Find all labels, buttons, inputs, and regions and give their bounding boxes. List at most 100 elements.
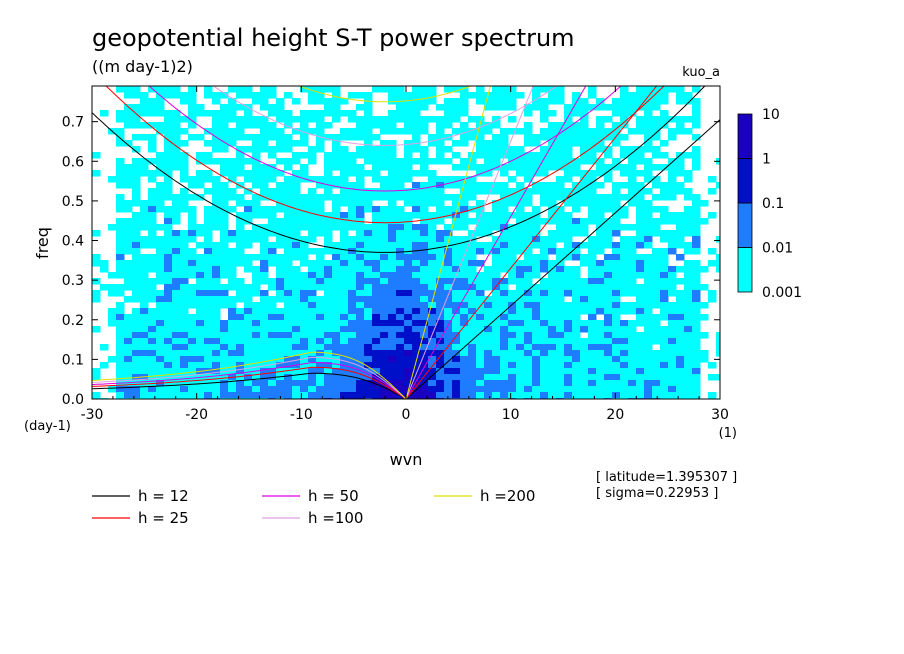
power-cell bbox=[612, 200, 621, 207]
kelvin-wave-curve bbox=[405, 119, 720, 399]
power-cell bbox=[316, 116, 325, 123]
power-cell bbox=[244, 386, 253, 393]
power-cell bbox=[420, 320, 429, 327]
power-cell bbox=[460, 134, 469, 141]
power-cell bbox=[332, 284, 341, 291]
power-cell bbox=[356, 314, 365, 321]
power-cell bbox=[404, 188, 413, 195]
power-cell bbox=[572, 308, 581, 315]
power-cell bbox=[308, 344, 317, 351]
power-cell bbox=[316, 362, 325, 369]
power-cell bbox=[604, 254, 613, 261]
kelvin-wave-curve bbox=[405, 86, 587, 399]
power-cell bbox=[396, 266, 405, 273]
power-cell bbox=[572, 362, 581, 369]
power-cell bbox=[188, 392, 197, 399]
power-cell bbox=[388, 92, 397, 99]
power-cell bbox=[532, 182, 541, 189]
power-cell bbox=[556, 122, 565, 129]
power-cell bbox=[604, 356, 613, 363]
power-cell bbox=[276, 218, 285, 225]
power-cell bbox=[596, 332, 605, 339]
power-cell bbox=[444, 182, 453, 189]
power-cell bbox=[292, 344, 301, 351]
legend-label-4: h =200 bbox=[480, 487, 535, 505]
power-cell bbox=[92, 296, 101, 303]
power-cell bbox=[540, 296, 549, 303]
power-cell bbox=[284, 176, 293, 183]
power-cell bbox=[148, 344, 157, 351]
power-cell bbox=[396, 86, 405, 93]
power-cell bbox=[124, 332, 133, 339]
power-cell bbox=[324, 122, 333, 129]
power-cell bbox=[148, 212, 157, 219]
power-cell bbox=[204, 218, 213, 225]
power-cell bbox=[620, 242, 629, 249]
power-cell bbox=[228, 230, 237, 237]
power-cell bbox=[276, 134, 285, 141]
power-cell bbox=[140, 386, 149, 393]
power-cell bbox=[412, 368, 421, 375]
power-cell bbox=[396, 374, 405, 381]
power-cell bbox=[364, 188, 373, 195]
power-cell bbox=[620, 248, 629, 255]
power-cell bbox=[660, 344, 669, 351]
power-cell bbox=[708, 290, 717, 297]
power-cell bbox=[716, 374, 720, 381]
power-cell bbox=[588, 308, 597, 315]
power-cell bbox=[220, 284, 229, 291]
power-cell bbox=[148, 188, 157, 195]
power-cell bbox=[172, 326, 181, 333]
power-cell bbox=[148, 278, 157, 285]
power-cell bbox=[508, 386, 517, 393]
power-cell bbox=[652, 104, 661, 111]
power-cell bbox=[612, 194, 621, 201]
power-cell bbox=[252, 146, 261, 153]
power-cell bbox=[500, 374, 509, 381]
power-cell bbox=[356, 188, 365, 195]
power-cell bbox=[612, 182, 621, 189]
power-cell bbox=[436, 200, 445, 207]
power-cell bbox=[276, 98, 285, 105]
power-cell bbox=[308, 350, 317, 357]
power-cell bbox=[548, 344, 557, 351]
power-cell bbox=[716, 254, 720, 261]
power-cell bbox=[140, 134, 149, 141]
power-cell bbox=[356, 284, 365, 291]
power-cell bbox=[524, 128, 533, 135]
power-cell bbox=[436, 128, 445, 135]
power-cell bbox=[140, 200, 149, 207]
power-cell bbox=[676, 362, 685, 369]
power-cell bbox=[476, 374, 485, 381]
power-cell bbox=[580, 188, 589, 195]
power-cell bbox=[116, 350, 125, 357]
power-cell bbox=[692, 200, 701, 207]
power-cell bbox=[500, 284, 509, 291]
power-cell bbox=[492, 212, 501, 219]
power-cell bbox=[324, 380, 333, 387]
power-cell bbox=[196, 182, 205, 189]
power-cell bbox=[212, 320, 221, 327]
power-cell bbox=[676, 170, 685, 177]
power-cell bbox=[564, 356, 573, 363]
power-cell bbox=[124, 350, 133, 357]
power-cell bbox=[196, 170, 205, 177]
power-cell bbox=[172, 302, 181, 309]
power-cell bbox=[220, 326, 229, 333]
power-cell bbox=[500, 218, 509, 225]
power-cell bbox=[428, 290, 437, 297]
power-cell bbox=[268, 224, 277, 231]
power-cell bbox=[148, 386, 157, 393]
power-cell bbox=[628, 128, 637, 135]
power-cell bbox=[172, 242, 181, 249]
power-cell bbox=[300, 338, 309, 345]
power-cell bbox=[324, 104, 333, 111]
power-cell bbox=[356, 170, 365, 177]
power-cell bbox=[172, 368, 181, 375]
power-cell bbox=[492, 152, 501, 159]
power-cell bbox=[308, 314, 317, 321]
power-cell bbox=[92, 170, 101, 177]
power-cell bbox=[476, 146, 485, 153]
power-cell bbox=[420, 92, 429, 99]
power-cell bbox=[332, 368, 341, 375]
